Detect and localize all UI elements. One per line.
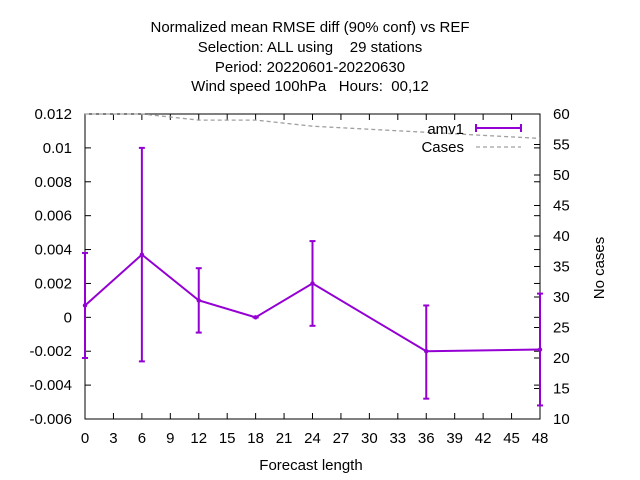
y-axis-right: 10 15 20 25 30 35 40 45 50 55 60 [534, 106, 570, 428]
amv1-marker [82, 303, 88, 308]
title-line-4: Wind speed 100hPa Hours: 00,12 [191, 78, 429, 95]
y2-tick-label: 60 [553, 106, 570, 123]
x-tick-label: 15 [219, 430, 236, 447]
x-tick-label: 48 [532, 430, 549, 447]
y-tick-label: 0.008 [34, 174, 72, 191]
y2-tick-label: 10 [553, 411, 570, 428]
y-tick-label: 0.006 [34, 208, 72, 225]
amv1-marker [253, 315, 258, 320]
title-line-2: Selection: ALL using 29 stations [198, 39, 423, 56]
y2-tick-label: 40 [553, 228, 570, 245]
y-axis-left: -0.006 -0.004 -0.002 0 0.002 0.004 0.006 0.008 0… [29, 106, 540, 428]
y-tick-label: 0.004 [34, 242, 72, 259]
amv1-marker [139, 252, 145, 257]
y2-tick-label: 15 [553, 381, 570, 398]
x-tick-label: 45 [503, 430, 520, 447]
legend: amv1 Cases [421, 121, 522, 156]
title-line-3: Period: 20220601-20220630 [215, 59, 405, 76]
y2-tick-label: 50 [553, 167, 570, 184]
y-tick-label: -0.004 [29, 377, 72, 394]
y-tick-label: 0.012 [34, 106, 72, 123]
y-tick-label: 0.002 [34, 275, 72, 292]
x-axis-label: Forecast length [259, 457, 362, 474]
amv1-point [537, 292, 543, 407]
x-tick-label: 3 [109, 430, 117, 447]
amv1-marker [537, 347, 543, 352]
x-tick-label: 0 [81, 430, 89, 447]
y-tick-label: 0 [64, 309, 72, 326]
chart-title: Normalized mean RMSE diff (90% conf) vs … [151, 19, 470, 95]
amv1-marker [196, 298, 201, 303]
x-tick-label: 6 [138, 430, 146, 447]
amv1-point [138, 146, 145, 363]
cases-line [85, 113, 541, 140]
x-tick-label: 24 [304, 430, 321, 447]
series-layer [82, 113, 543, 407]
x-tick-label: 30 [361, 430, 378, 447]
x-tick-label: 18 [247, 430, 264, 447]
amv1-point [82, 251, 88, 359]
y2-tick-label: 25 [553, 320, 570, 337]
amv1-point [309, 240, 316, 327]
amv1-marker [424, 349, 429, 354]
y-tick-label: 0.01 [43, 140, 72, 157]
y-tick-label: -0.002 [29, 343, 72, 360]
x-tick-label: 27 [333, 430, 350, 447]
title-line-1: Normalized mean RMSE diff (90% conf) vs … [151, 19, 470, 36]
x-tick-label: 21 [276, 430, 293, 447]
x-tick-label: 42 [475, 430, 492, 447]
y-tick-label: -0.006 [29, 411, 72, 428]
x-tick-label: 36 [418, 430, 435, 447]
amv1-marker [310, 281, 315, 286]
amv1-point [252, 315, 259, 320]
amv1-point [195, 267, 202, 334]
amv1-point [423, 304, 430, 400]
legend-label-cases: Cases [421, 139, 464, 156]
y2-axis-label: No cases [591, 237, 608, 300]
y2-tick-label: 45 [553, 198, 570, 215]
y2-tick-label: 35 [553, 259, 570, 276]
legend-sample-amv1 [475, 124, 522, 132]
x-tick-label: 39 [446, 430, 463, 447]
x-tick-label: 12 [190, 430, 207, 447]
x-axis: 0 3 6 9 12 15 18 21 24 27 30 33 36 39 42 45 48 [81, 114, 549, 447]
legend-label-amv1: amv1 [427, 121, 464, 138]
y2-tick-label: 30 [553, 289, 570, 306]
y2-tick-label: 55 [553, 137, 570, 154]
x-tick-label: 9 [166, 430, 174, 447]
x-tick-label: 33 [389, 430, 406, 447]
y2-tick-label: 20 [553, 350, 570, 367]
